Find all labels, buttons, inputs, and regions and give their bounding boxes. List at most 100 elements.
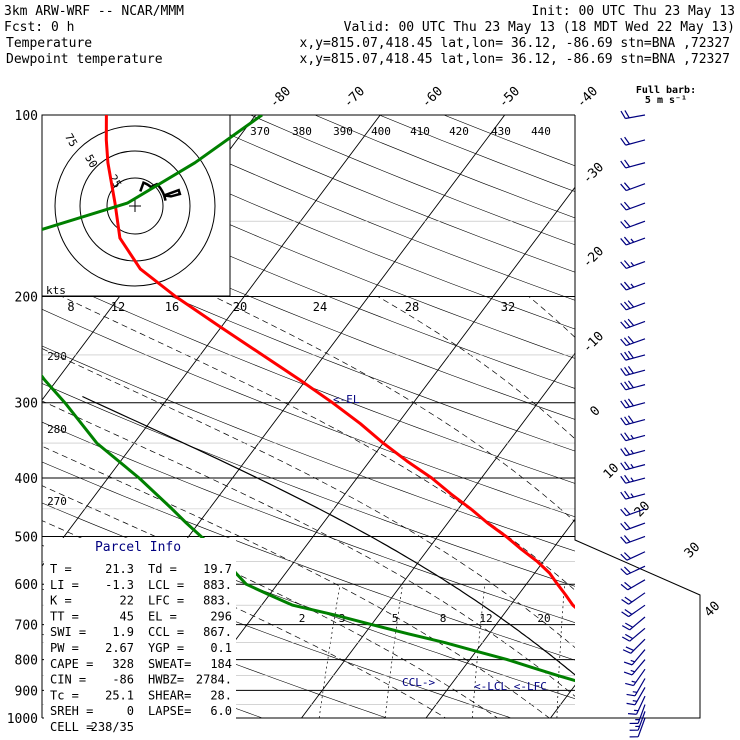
parcel-value: 6.0 [210,704,232,718]
wind-barb [620,260,646,269]
wind-barb-flag [623,182,631,190]
theta-label: 280 [47,423,67,436]
parcel-value: 45 [120,609,134,623]
wind-barb-staff [637,711,646,731]
pressure-label: 100 [15,109,38,124]
parcel-key: YGP = [148,641,184,655]
parcel-ascent-line [82,395,575,676]
parcel-key: SWEAT= [148,657,191,671]
wind-barb [621,616,646,631]
wind-barb [620,380,646,391]
wind-barb-half [630,659,635,663]
temperature-legend: Temperature [6,36,92,51]
series-line [104,115,575,610]
wind-barb-staff [626,237,646,246]
wind-barb-staff [628,592,646,605]
wind-barb [620,490,646,500]
wind-barb [626,678,646,697]
theta-label: 380 [292,125,312,138]
el-marker: <-EL [333,393,360,406]
wind-barb-flag [627,300,635,308]
parcel-info-title: Parcel Info [95,540,181,555]
wind-barb [620,507,646,517]
wind-barb-flag [623,337,631,345]
wind-barb-flag [627,350,634,359]
mixing-ratio-line [556,584,565,718]
wind-barb-half [630,463,634,469]
wind-barb-staff [626,202,646,211]
theta-label: 440 [531,125,551,138]
wind-barb-flag [620,417,627,426]
wind-barb [620,335,646,347]
hodograph-ring-label: 75 [62,131,80,149]
wind-barb-flag [627,318,635,326]
wind-barb-flag [624,432,631,440]
wind-barb-flag [620,238,627,246]
moist-adiabat [213,296,575,523]
wind-barb-flag [620,568,628,576]
wind-barb-flag [623,236,631,244]
wind-barb-flag [624,596,633,603]
wind-barb-staff [630,638,646,654]
wind-barb [620,136,646,146]
wind-barb-flag [624,367,631,375]
moist-adiabat [42,445,550,718]
wind-barb-staff [625,369,646,376]
wind-barb-flag [625,633,634,640]
wind-barb [625,668,646,687]
theta-label: 270 [47,495,67,508]
wind-barb-staff [628,604,646,618]
wind-barb-flag [627,366,634,374]
parcel-key: CELL = [50,720,93,734]
wind-barb-staff [626,282,646,291]
parcel-value: 883. [203,578,232,592]
wind-barb-half [632,691,638,693]
parcel-key: CCL = [148,625,184,639]
wind-barb-flag [624,474,631,483]
wind-barb-half [630,669,635,673]
wind-barb-flag [620,302,627,311]
wind-barb [620,579,646,591]
mixing-ratio-label: 5 [392,612,399,625]
dry-adiabat [42,421,575,623]
wind-barb-staff [626,338,646,347]
hodo-speed-label: 8 [67,300,74,314]
wind-barb-staff [626,508,646,517]
mixing-ratio-label: 12 [479,612,492,625]
wind-barb-staff [637,717,646,737]
theta-label: 420 [449,125,469,138]
pressure-label: 500 [15,530,38,545]
hodograph-ring [106,177,164,235]
parcel-key: LAPSE= [148,704,191,718]
isotherm-line [300,352,575,718]
wind-barb-staff [626,551,646,561]
barb-legend-title: Full barb: [636,85,696,96]
wind-barb-staff [626,260,646,269]
wind-barb-flag [620,368,627,376]
wind-barb-staff [626,565,646,576]
wind-barb-staff [626,320,646,329]
hodo-speed-label: 32 [501,300,515,314]
wind-barb-flag [625,646,634,652]
wind-barb-flag [624,447,631,455]
wind-barb-staff [631,659,646,676]
parcel-value: -86 [112,673,134,687]
wind-barb-flag [621,598,629,605]
wind-barb [626,687,646,706]
wind-barb-flag [627,398,634,407]
mixing-ratio-line [384,584,403,718]
wind-barb-staff [634,687,646,706]
moist-adiabat [377,296,575,440]
wind-barb-flag [621,611,629,618]
parcel-key: SREH = [50,704,93,718]
wind-barb [620,159,646,169]
wind-barb-flag [623,301,631,309]
barb-legend-units: 5 m s⁻¹ [645,95,687,106]
wind-barb-half [630,434,634,439]
wind-barb [620,398,646,409]
parcel-key: LCL = [148,578,184,592]
wind-barb [620,110,646,120]
moist-adiabat [42,485,499,718]
mixing-ratio-line [471,584,486,718]
